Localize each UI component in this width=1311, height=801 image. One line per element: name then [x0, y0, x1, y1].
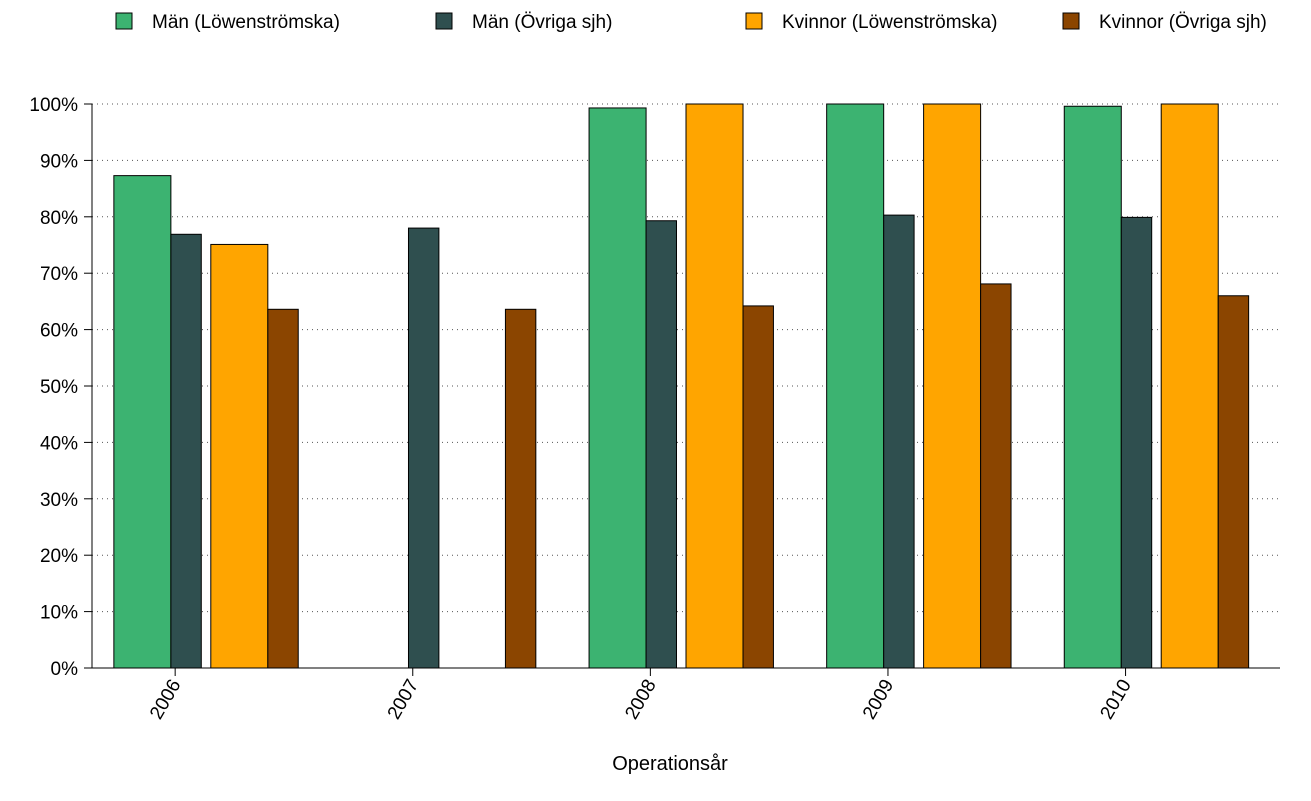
bars	[113, 103, 1250, 669]
legend-swatch	[745, 12, 763, 30]
y-tick-label: 100%	[29, 95, 78, 116]
bar	[826, 103, 885, 669]
y-tick-label: 0%	[51, 659, 79, 680]
x-axis-title: Operationsår	[612, 753, 728, 775]
bar	[742, 305, 774, 669]
y-tick-label: 60%	[40, 321, 78, 342]
legend: Män (Löwenströmska) Män (Övriga sjh) Kvinn…	[115, 12, 1267, 33]
y-tick-label: 90%	[40, 151, 78, 172]
bar	[210, 243, 269, 669]
x-tick-label: 2009	[859, 676, 898, 723]
bar	[980, 283, 1012, 669]
legend-swatch	[435, 12, 453, 30]
bar	[1063, 105, 1122, 669]
legend-swatch	[1062, 12, 1080, 30]
y-tick-label: 70%	[40, 264, 78, 285]
bar	[407, 227, 440, 669]
y-tick-label: 10%	[40, 603, 78, 624]
bar	[113, 175, 172, 669]
legend-label: Män (Löwenströmska)	[152, 12, 340, 33]
x-tick-label: 2010	[1097, 676, 1136, 723]
y-tick-label: 30%	[40, 490, 78, 511]
bar	[923, 103, 982, 669]
bar	[1217, 295, 1250, 669]
y-tick-label: 40%	[40, 433, 78, 454]
bar	[1120, 216, 1153, 669]
x-tick-label: 2006	[146, 676, 185, 723]
y-tick-label: 50%	[40, 377, 78, 398]
y-tick-label: 20%	[40, 546, 78, 567]
bar	[504, 308, 537, 669]
bar	[588, 107, 647, 669]
bar	[685, 103, 744, 669]
bar	[267, 308, 299, 669]
x-tick-label: 2008	[621, 676, 660, 723]
y-tick-label: 80%	[40, 208, 78, 229]
legend-label: Kvinnor (Övriga sjh)	[1099, 12, 1267, 33]
bar	[883, 214, 915, 669]
bar	[645, 220, 677, 669]
legend-swatch	[115, 12, 133, 30]
x-tick-label: 2007	[384, 676, 423, 723]
legend-label: Män (Övriga sjh)	[472, 12, 612, 33]
bar	[170, 233, 202, 669]
bar	[1160, 103, 1219, 669]
legend-label: Kvinnor (Löwenströmska)	[782, 12, 997, 33]
